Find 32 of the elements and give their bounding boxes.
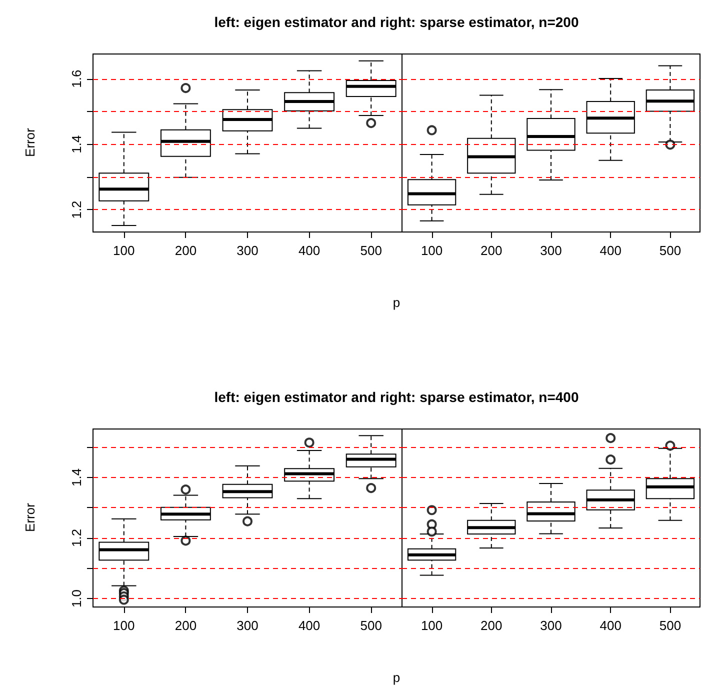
x-tick-label: 100 [113,618,135,633]
y-axis-title: Error [22,502,38,534]
x-tick-label: 500 [659,618,682,633]
chart-title: left: eigen estimator and right: sparse estimator, n=200 [213,14,580,30]
x-tick-label: 100 [420,618,443,633]
x-tick-label: 400 [600,243,622,258]
x-tick-label: 200 [480,618,502,633]
y-tick-label: 1.2 [69,200,84,219]
y-tick-label: 1.2 [69,528,84,548]
x-tick-label: 300 [236,618,258,633]
x-tick-label: 400 [600,618,622,633]
x-axis-title: p [392,295,402,310]
x-tick-label: 500 [659,243,682,258]
x-tick-label: 200 [480,243,502,258]
x-tick-label: 300 [540,243,562,258]
x-tick-label: 100 [113,243,135,258]
y-axis-title: Error [22,127,38,159]
y-tick-label: 1.4 [69,468,84,486]
x-tick-label: 400 [298,243,320,258]
x-tick-label: 100 [420,243,443,258]
x-tick-label: 200 [174,243,197,258]
x-tick-label: 300 [540,618,562,633]
x-tick-label: 200 [174,618,197,633]
y-tick-label: 1.4 [69,135,84,154]
y-tick-label: 1.0 [69,589,84,608]
chart-title: left: eigen estimator and right: sparse estimator, n=400 [213,389,580,405]
x-axis-title: p [392,670,402,685]
x-tick-label: 500 [360,243,382,258]
x-tick-label: 400 [298,618,320,633]
x-tick-label: 300 [236,243,258,258]
x-tick-label: 500 [360,618,382,633]
y-tick-label: 1.6 [69,70,84,88]
